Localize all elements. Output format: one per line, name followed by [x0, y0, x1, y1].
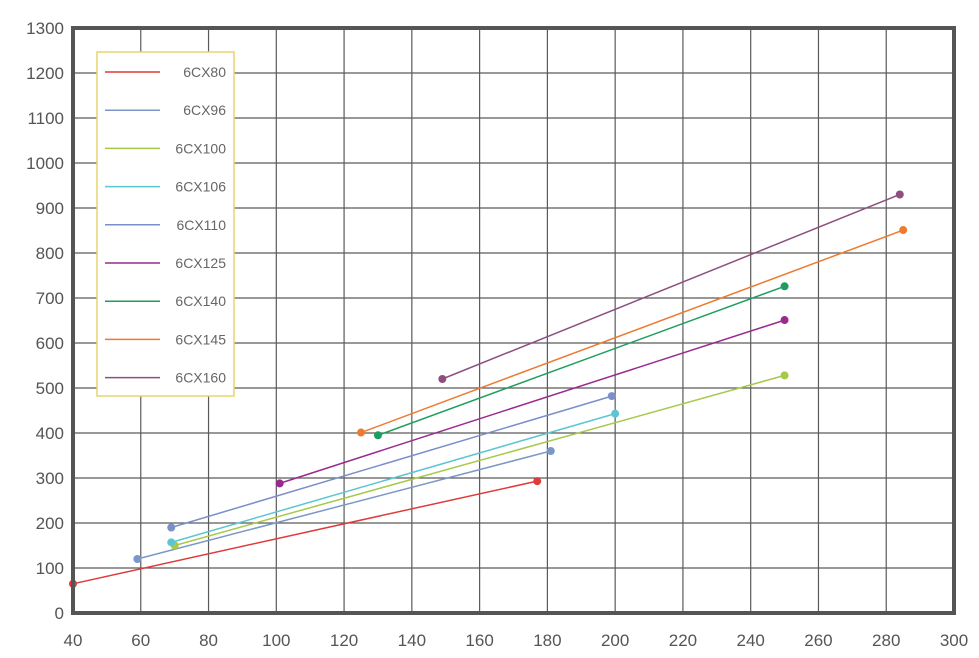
legend-label: 6CX106 [175, 179, 226, 195]
legend-label: 6CX80 [183, 64, 226, 80]
series-line [171, 412, 616, 544]
data-point [780, 282, 789, 291]
y-tick-label: 0 [55, 604, 64, 623]
legend-label: 6CX110 [176, 217, 226, 233]
x-tick-label: 180 [533, 631, 561, 650]
y-tick-label: 100 [36, 559, 64, 578]
y-tick-label: 900 [36, 199, 64, 218]
y-tick-label: 1100 [27, 109, 64, 128]
x-tick-label: 80 [199, 631, 218, 650]
data-point [357, 428, 366, 437]
y-tick-label: 1300 [26, 19, 64, 38]
x-tick-label: 40 [64, 631, 83, 650]
x-axis-ticks: 40 60 80 100 120 140 160 180 200 220 240 260 280 300 [64, 631, 969, 650]
x-tick-label: 60 [131, 631, 150, 650]
y-tick-label: 1000 [26, 154, 64, 173]
series-line [137, 450, 551, 560]
data-point [133, 555, 142, 563]
y-axis-ticks: 0 100 200 300 400 500 600 700 800 900 1000 1100 1200… [26, 19, 64, 623]
data-point [373, 431, 382, 440]
y-tick-label: 400 [36, 424, 64, 443]
plot-frame [71, 26, 956, 615]
x-tick-label: 280 [872, 631, 900, 650]
y-tick-label: 600 [36, 334, 64, 353]
x-tick-label: 260 [804, 631, 832, 650]
series-line [171, 395, 613, 529]
series-line [174, 374, 785, 547]
x-tick-label: 140 [398, 631, 426, 650]
data-point [546, 447, 555, 455]
data-point [895, 190, 904, 199]
data-point [607, 392, 616, 401]
data-point [611, 409, 620, 418]
y-tick-label: 500 [36, 379, 64, 398]
series-line [377, 285, 785, 437]
legend-label: 6CX145 [175, 331, 226, 347]
x-tick-label: 220 [669, 631, 697, 650]
legend-label: 6CX96 [183, 102, 226, 118]
legend: 6CX80 6CX96 6CX100 6CX106 6CX110 6CX125 6CX140… [96, 51, 235, 397]
series-line [72, 480, 538, 585]
legend-label: 6CX140 [175, 293, 226, 309]
x-tick-label: 160 [465, 631, 493, 650]
series-line [442, 193, 901, 380]
data-point [533, 477, 542, 486]
data-point [167, 538, 176, 547]
x-tick-label: 300 [940, 631, 968, 650]
data-point [275, 479, 284, 488]
x-tick-label: 240 [737, 631, 765, 650]
series-line [279, 319, 785, 485]
series-lines [72, 193, 904, 585]
data-point [780, 371, 789, 380]
y-tick-label: 700 [36, 289, 64, 308]
y-tick-label: 1200 [26, 64, 64, 83]
data-point [167, 523, 176, 532]
x-tick-label: 100 [262, 631, 290, 650]
y-tick-label: 300 [36, 469, 64, 488]
y-tick-label: 200 [36, 514, 64, 533]
y-tick-label: 800 [36, 244, 64, 263]
data-point [438, 375, 447, 383]
data-point [899, 226, 908, 235]
series-line [360, 229, 904, 434]
legend-label: 6CX160 [175, 370, 226, 386]
x-tick-label: 120 [330, 631, 358, 650]
legend-label: 6CX100 [175, 140, 226, 156]
data-point [780, 316, 789, 325]
legend-label: 6CX125 [175, 255, 226, 271]
x-tick-label: 200 [601, 631, 629, 650]
